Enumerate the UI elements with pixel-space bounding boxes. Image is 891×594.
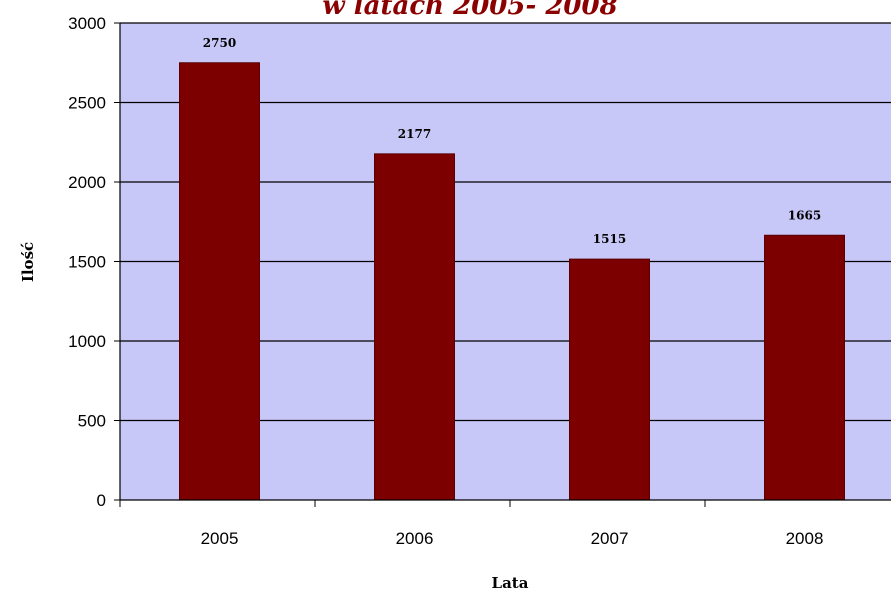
y-tick-labels: 0 500 1000 1500 2000 2500 3000 <box>68 14 106 510</box>
axes <box>119 23 891 507</box>
y-tick-label: 0 <box>97 491 106 510</box>
y-tick-label: 3000 <box>68 14 106 33</box>
x-tick-label: 2006 <box>396 529 434 548</box>
y-tick-label: 2500 <box>68 94 106 113</box>
bar <box>569 258 650 501</box>
y-tick-label: 500 <box>78 412 106 431</box>
data-label: 1515 <box>593 232 626 246</box>
chart-title: w latach 2005- 2008 <box>322 0 617 21</box>
y-tick-label: 2000 <box>68 173 106 192</box>
x-tick-label: 2005 <box>201 529 239 548</box>
bar <box>764 234 845 501</box>
x-tick-label: 2008 <box>786 529 824 548</box>
y-tick-label: 1500 <box>68 253 106 272</box>
data-label: 2177 <box>398 127 431 141</box>
bar <box>374 153 455 501</box>
data-label: 1665 <box>788 208 821 222</box>
y-tick-label: 1000 <box>68 332 106 351</box>
bars <box>179 62 845 501</box>
data-label: 2750 <box>203 36 236 50</box>
data-labels: 2750 2177 1515 1665 <box>203 36 821 246</box>
bar <box>179 62 260 501</box>
x-axis-label: Lata <box>492 574 529 592</box>
x-tick-label: 2007 <box>591 529 629 548</box>
x-tick-labels: 2005 2006 2007 2008 <box>201 529 824 548</box>
y-axis-label: Ilość <box>19 242 37 282</box>
